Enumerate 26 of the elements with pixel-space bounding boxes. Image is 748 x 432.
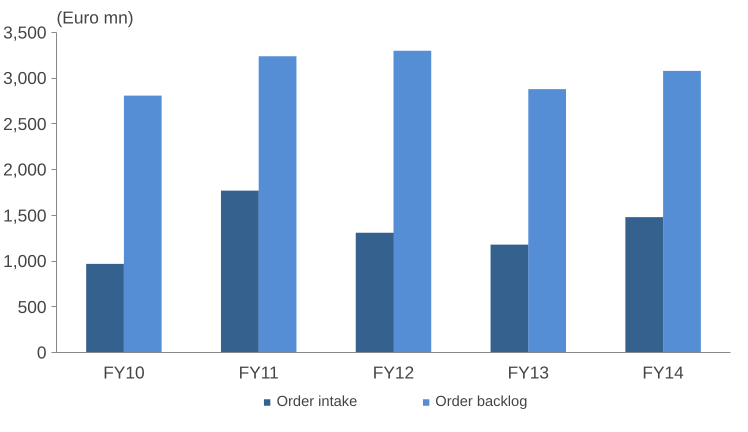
bar (490, 244, 528, 352)
bar (220, 190, 259, 352)
bar (124, 96, 162, 352)
y-tick-label: 500 (18, 296, 47, 317)
x-tick-label: FY11 (238, 362, 279, 382)
y-axis-title: (Euro mn) (56, 8, 134, 28)
bar (258, 56, 296, 352)
y-tick-label: 0 (36, 342, 47, 362)
bar (663, 70, 701, 352)
legend-label: Order backlog (435, 394, 528, 410)
bar (86, 264, 124, 352)
y-tick-label: 3,500 (3, 22, 47, 42)
bar (625, 217, 664, 352)
y-tick-label: 3,000 (3, 68, 47, 88)
x-tick-label: FY12 (372, 362, 414, 382)
y-tick-label: 2,000 (3, 160, 47, 180)
bar (528, 89, 566, 352)
x-tick-label: FY14 (642, 362, 684, 382)
x-tick-label: FY13 (508, 362, 550, 382)
y-tick-label: 1,000 (3, 251, 47, 272)
legend-label: Order intake (276, 394, 358, 410)
y-tick-label: 2,500 (3, 114, 47, 134)
bar (394, 50, 432, 352)
bar (356, 232, 394, 352)
y-tick-label: 1,500 (3, 205, 47, 226)
x-tick-label: FY10 (103, 362, 145, 382)
